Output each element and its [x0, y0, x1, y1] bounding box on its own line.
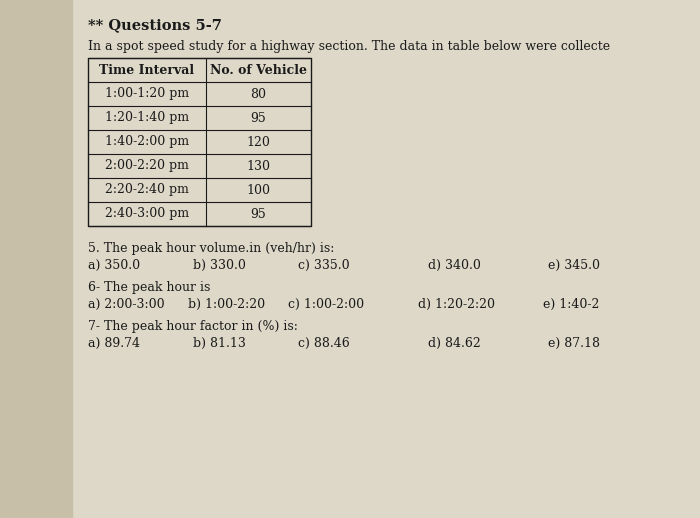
Text: 5. The peak hour volume.in (veh/hr) is:: 5. The peak hour volume.in (veh/hr) is:	[88, 242, 335, 255]
Text: e) 345.0: e) 345.0	[548, 259, 600, 272]
Text: c) 1:00-2:00: c) 1:00-2:00	[288, 298, 364, 311]
Text: 1:20-1:40 pm: 1:20-1:40 pm	[105, 111, 189, 124]
Text: b) 81.13: b) 81.13	[193, 337, 246, 350]
Text: a) 2:00-3:00: a) 2:00-3:00	[88, 298, 164, 311]
Text: c) 335.0: c) 335.0	[298, 259, 349, 272]
Text: d) 84.62: d) 84.62	[428, 337, 481, 350]
Bar	[0, 0, 72, 518]
Text: In a spot speed study for a highway section. The data in table below were collec: In a spot speed study for a highway sect…	[88, 40, 610, 53]
Text: Time Interval: Time Interval	[99, 64, 195, 77]
Text: d) 1:20-2:20: d) 1:20-2:20	[418, 298, 495, 311]
Text: a) 89.74: a) 89.74	[88, 337, 140, 350]
Text: 1:40-2:00 pm: 1:40-2:00 pm	[105, 136, 189, 149]
Text: b) 330.0: b) 330.0	[193, 259, 246, 272]
Text: 80: 80	[251, 88, 267, 100]
Bar	[88, 58, 311, 226]
Text: 100: 100	[246, 183, 270, 196]
Text: No. of Vehicle: No. of Vehicle	[210, 64, 307, 77]
Text: 2:00-2:20 pm: 2:00-2:20 pm	[105, 160, 189, 172]
Text: d) 340.0: d) 340.0	[428, 259, 481, 272]
Text: 2:40-3:00 pm: 2:40-3:00 pm	[105, 208, 189, 221]
Text: 95: 95	[251, 111, 267, 124]
Text: 1:00-1:20 pm: 1:00-1:20 pm	[105, 88, 189, 100]
Text: e) 87.18: e) 87.18	[548, 337, 600, 350]
Text: b) 1:00-2:20: b) 1:00-2:20	[188, 298, 265, 311]
Text: 2:20-2:40 pm: 2:20-2:40 pm	[105, 183, 189, 196]
Text: e) 1:40-2: e) 1:40-2	[543, 298, 599, 311]
Text: 7- The peak hour factor in (%) is:: 7- The peak hour factor in (%) is:	[88, 320, 298, 333]
Text: 95: 95	[251, 208, 267, 221]
Text: 130: 130	[246, 160, 270, 172]
Text: a) 350.0: a) 350.0	[88, 259, 140, 272]
Text: c) 88.46: c) 88.46	[298, 337, 350, 350]
Text: ** Questions 5-7: ** Questions 5-7	[88, 18, 222, 32]
Text: 6- The peak hour is: 6- The peak hour is	[88, 281, 211, 294]
Text: 120: 120	[246, 136, 270, 149]
